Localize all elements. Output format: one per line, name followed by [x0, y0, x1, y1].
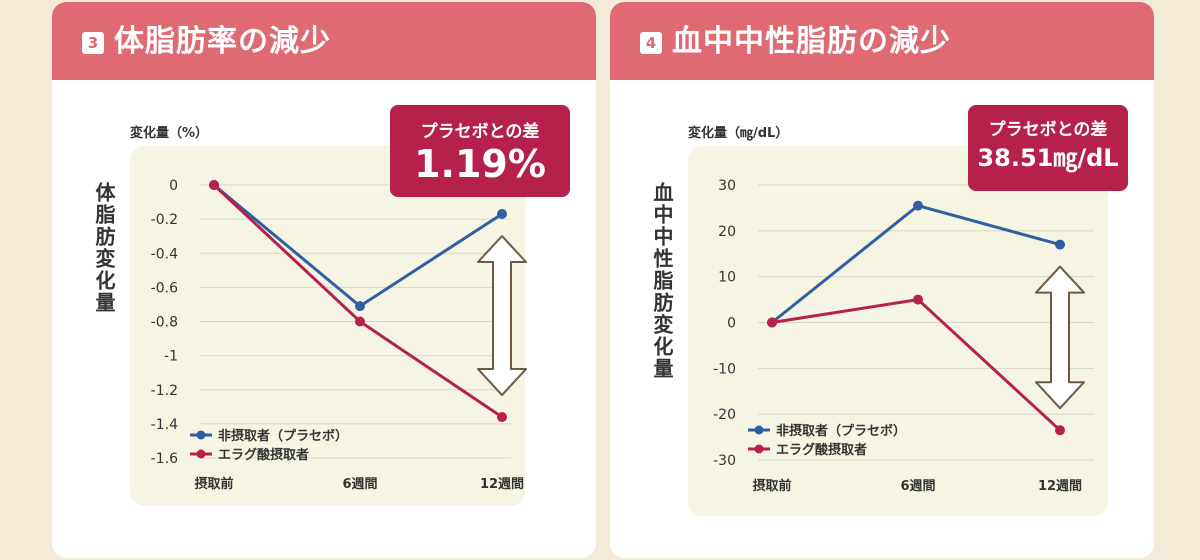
placebo-data-point — [1055, 239, 1065, 250]
ellagic-data-point — [497, 412, 507, 423]
y-tick-label: -30 — [713, 453, 736, 469]
y-tick-label: 20 — [718, 224, 736, 240]
triglyceride-panel: 4 血中中性脂肪の減少 変化量（㎎/dL） 血中中性脂肪変化量 30 20 10 0 -… — [610, 2, 1154, 558]
ellagic-data-point — [209, 180, 219, 190]
x-tick-label: 12週間 — [1038, 479, 1082, 494]
y-axis-title: 血中中性脂肪変化量 — [650, 182, 674, 380]
ellagic-data-point — [1055, 425, 1065, 436]
legend-label: エラグ酸摂取者 — [218, 447, 309, 463]
y-unit-label: 変化量（%） — [130, 126, 209, 141]
y-tick-label: 10 — [718, 270, 736, 286]
legend-swatch-dot — [754, 444, 764, 454]
panel-number-badge: 3 — [82, 32, 104, 54]
panel-number-badge: 4 — [640, 32, 662, 54]
panel-title: 体脂肪率の減少 — [114, 24, 331, 59]
legend-label: エラグ酸摂取者 — [776, 442, 867, 458]
placebo-data-point — [913, 200, 923, 211]
y-tick-label: 30 — [718, 178, 736, 194]
body-fat-panel: 3 体脂肪率の減少 変化量（%） 体脂肪変化量 0 -0.2 -0.4 -0.6 -0.… — [52, 2, 596, 558]
callout-value: 38.51㎎/dL — [977, 144, 1119, 172]
ellagic-data-point — [913, 294, 923, 305]
x-tick-label: 12週間 — [480, 477, 524, 492]
y-tick-label: 0 — [727, 316, 736, 332]
callout-label: プラセボとの差 — [420, 122, 540, 142]
panel-header: 4 血中中性脂肪の減少 — [610, 2, 1154, 80]
y-tick-label: -1.2 — [151, 383, 178, 399]
x-tick-label: 摂取前 — [194, 476, 233, 492]
ellagic-data-point — [767, 317, 777, 328]
x-tick-label: 6週間 — [342, 477, 377, 492]
legend-swatch-dot — [196, 430, 206, 440]
y-tick-label: 0 — [169, 178, 178, 194]
triglyceride-chart: 30 20 10 0 -10 -20 -30 摂取前 6週間 12週間 非摂取者（プラセボ） エラグ酸… — [688, 108, 1108, 516]
y-tick-label: -0.8 — [151, 315, 178, 331]
placebo-data-point — [497, 209, 507, 220]
difference-callout: プラセボとの差 1.19% — [390, 105, 570, 197]
legend-label: 非摂取者（プラセボ） — [218, 428, 348, 444]
legend-swatch-dot — [754, 425, 764, 435]
panel-header: 3 体脂肪率の減少 — [52, 2, 596, 80]
x-tick-label: 6週間 — [900, 479, 935, 494]
y-tick-label: -20 — [713, 407, 736, 423]
difference-arrow — [1035, 265, 1085, 410]
ellagic-data-point — [355, 316, 365, 327]
y-tick-label: -10 — [713, 361, 736, 377]
y-unit-label: 変化量（㎎/dL） — [688, 126, 789, 141]
legend-label: 非摂取者（プラセボ） — [776, 423, 906, 439]
x-tick-label: 摂取前 — [752, 478, 791, 494]
difference-arrow — [477, 235, 527, 397]
difference-callout: プラセボとの差 38.51㎎/dL — [968, 105, 1128, 191]
callout-label: プラセボとの差 — [988, 120, 1108, 140]
plot-area — [688, 146, 1108, 516]
callout-value: 1.19% — [414, 142, 546, 186]
y-tick-label: -0.6 — [151, 280, 178, 296]
y-axis-title: 体脂肪変化量 — [92, 182, 116, 314]
legend-swatch-dot — [196, 449, 206, 459]
y-tick-label: -0.2 — [151, 212, 178, 228]
plot-area — [130, 146, 525, 506]
y-tick-label: -1 — [164, 349, 178, 365]
panel-title: 血中中性脂肪の減少 — [672, 24, 951, 59]
placebo-data-point — [355, 301, 365, 312]
y-tick-label: -1.4 — [151, 417, 178, 433]
y-tick-label: -1.6 — [151, 451, 178, 467]
body-fat-chart: 0 -0.2 -0.4 -0.6 -0.8 -1 -1.2 -1.4 -1.6 摂取前 6週間 12週… — [130, 116, 527, 506]
y-tick-label: -0.4 — [151, 246, 178, 262]
